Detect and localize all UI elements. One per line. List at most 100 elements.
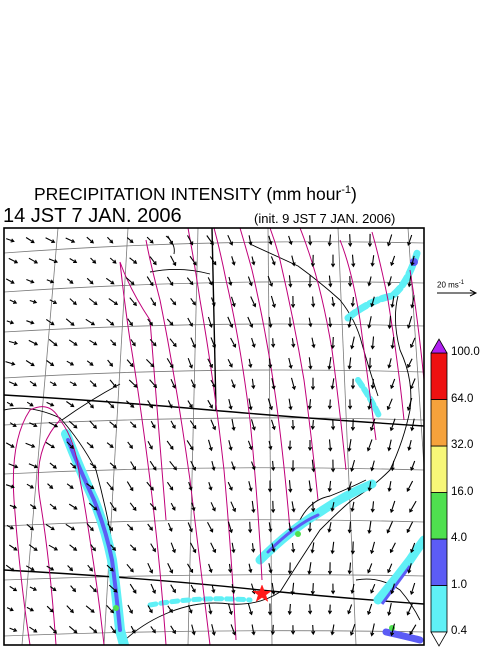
- wind-arrow: [26, 523, 34, 531]
- wind-arrow: [367, 398, 372, 411]
- wind-arrow: [187, 400, 193, 409]
- wind-arrow: [190, 542, 197, 554]
- wind-arrow: [311, 296, 316, 308]
- wind-arrow: [311, 501, 316, 513]
- wind-arrow: [127, 441, 133, 449]
- wind-arrow: [390, 255, 396, 267]
- wind-arrow: [147, 440, 153, 450]
- wind-arrow: [310, 542, 315, 554]
- colorbar-label: 0.4: [451, 625, 467, 637]
- wind-arrow: [250, 296, 257, 308]
- title-unit-exponent: -1: [341, 184, 352, 197]
- wind-arrow: [330, 336, 335, 350]
- wind-arrow: [367, 357, 373, 370]
- wind-arrow: [150, 297, 156, 307]
- wind-arrow: [45, 441, 56, 449]
- wind-arrow: [147, 523, 153, 531]
- wind-arrow: [251, 256, 256, 266]
- precip-band-west-core: [66, 438, 122, 632]
- wind-arrow: [228, 276, 233, 287]
- wind-arrow: [330, 501, 335, 512]
- wind-arrow: [390, 295, 395, 309]
- wind-arrow: [367, 603, 373, 616]
- wind-arrow: [207, 521, 214, 533]
- wind-arrow: [328, 439, 333, 452]
- wind-arrow: [187, 604, 193, 614]
- wind-arrow: [125, 277, 135, 286]
- wind-arrow: [166, 276, 174, 286]
- wind-arrow: [270, 295, 276, 309]
- wind-arrow: [291, 501, 296, 513]
- wind-arrow: [45, 318, 55, 326]
- wind-arrow: [367, 563, 373, 574]
- precip-band-corner: [382, 628, 424, 644]
- wind-arrow: [248, 358, 253, 369]
- wind-arrow: [49, 586, 57, 592]
- wind-arrow: [231, 256, 236, 266]
- wind-arrow: [85, 318, 96, 326]
- wind-arrow: [406, 480, 414, 492]
- wind-arrow: [66, 360, 75, 366]
- wind-arrow: [409, 624, 417, 636]
- wind-arrow: [310, 254, 316, 268]
- wind-arrow: [130, 461, 136, 471]
- wind-arrow: [28, 463, 39, 469]
- wind-arrow: [107, 523, 114, 532]
- wind-arrow: [149, 339, 157, 347]
- wind-arrow: [70, 462, 77, 469]
- wind-arrow: [48, 258, 58, 264]
- wind-arrow: [146, 359, 155, 368]
- wind-arrow: [48, 544, 59, 551]
- wind-arrow: [290, 295, 296, 309]
- wind-arrow: [65, 318, 75, 326]
- wind-arrow: [407, 275, 412, 288]
- wind-arrow: [288, 275, 293, 288]
- wind-arrow: [5, 564, 15, 572]
- wind-arrow: [407, 358, 413, 369]
- wind-arrow: [350, 583, 355, 595]
- wind-arrow: [228, 440, 233, 451]
- wind-arrow: [311, 459, 316, 473]
- wind-arrow: [129, 421, 137, 429]
- precip-band-southeast-core: [380, 565, 412, 605]
- wind-arrow: [48, 338, 58, 347]
- wind-arrow: [210, 502, 216, 512]
- wind-arrow: [65, 523, 76, 531]
- wind-arrow: [347, 399, 353, 410]
- wind-arrow: [347, 357, 352, 370]
- precip-band-coast: [147, 596, 253, 608]
- wind-arrow: [208, 604, 213, 615]
- wind-arrow: [127, 318, 133, 327]
- wind-arrow: [5, 484, 15, 489]
- wind-arrow: [110, 339, 117, 346]
- wind-arrow: [86, 523, 94, 532]
- wind-arrow: [170, 584, 176, 594]
- wind-arrow: [146, 481, 154, 491]
- wind-arrow: [390, 583, 395, 595]
- wind-arrow: [29, 626, 38, 633]
- wind-arrow: [186, 440, 194, 451]
- wind-arrow: [126, 359, 134, 368]
- wind-arrow: [350, 419, 356, 431]
- precip-cell: [113, 605, 119, 611]
- wind-arrow: [387, 602, 392, 616]
- wind-arrow: [69, 544, 78, 551]
- border-lines: [4, 228, 424, 605]
- wind-arrow: [370, 501, 375, 513]
- wind-arrow: [147, 605, 153, 614]
- wind-arrow: [65, 237, 76, 243]
- wind-arrow: [149, 503, 157, 511]
- wind-arrow: [347, 521, 352, 534]
- wind-arrow: [370, 336, 375, 350]
- wind-arrow: [409, 378, 416, 390]
- wind-arrow: [211, 584, 216, 594]
- wind-arrow: [227, 358, 233, 368]
- wind-arrow: [268, 440, 273, 451]
- wind-arrow: [290, 582, 295, 596]
- wind-arrow: [291, 542, 296, 554]
- wind-arrow: [29, 380, 37, 387]
- wind-arrow: [109, 379, 117, 389]
- wind-arrow: [126, 563, 134, 573]
- wind-arrow: [387, 481, 392, 492]
- colorbar-label: 1.0: [451, 578, 467, 591]
